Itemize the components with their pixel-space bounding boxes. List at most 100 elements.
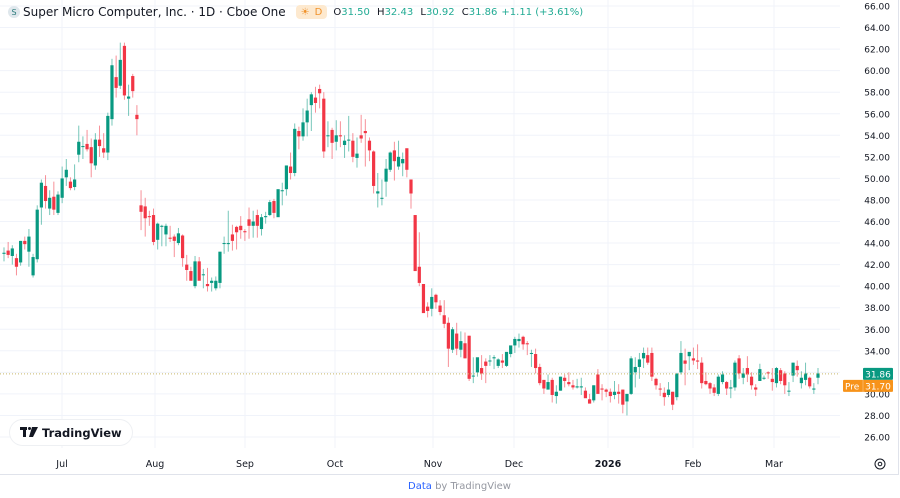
candle-body (97, 139, 102, 147)
candle-body (168, 237, 172, 239)
last-price-tag (863, 367, 893, 380)
time-axis-label: Feb (685, 459, 702, 470)
candle-body (455, 333, 459, 349)
candle-body (85, 143, 89, 150)
candle-body (808, 377, 812, 387)
candle-body (704, 380, 708, 385)
candle-body (766, 372, 770, 374)
candle-body (791, 362, 795, 376)
candle-body (633, 366, 637, 373)
candle-body (172, 236, 176, 241)
price-axis-label: 58.00 (864, 89, 890, 99)
candle-body (608, 391, 612, 397)
candle-body (380, 197, 384, 199)
candle-body (654, 378, 658, 386)
candle-body (280, 190, 284, 192)
candle-body (239, 225, 243, 231)
candle-body (151, 215, 156, 242)
candle-body (384, 168, 388, 182)
candle-body (745, 368, 749, 375)
candle-body (14, 258, 19, 267)
candle-body (201, 274, 205, 276)
candle-body (658, 388, 662, 390)
candle-body (318, 88, 322, 94)
candle-body (754, 387, 758, 390)
candle-body (459, 341, 463, 350)
candle-body (367, 140, 372, 151)
candle-body (126, 96, 131, 99)
footer-attribution: Data by TradingView (408, 481, 511, 492)
candle-body (164, 225, 168, 235)
candle-body (679, 352, 683, 373)
candle-body (733, 362, 737, 388)
candle-body (496, 359, 500, 366)
close-label: C (461, 6, 469, 18)
candle-body (671, 391, 675, 405)
candle-body (583, 390, 588, 399)
time-axis-label: Jul (55, 459, 67, 470)
candle-body (64, 169, 68, 178)
footer-text: by TradingView (431, 481, 511, 492)
candle-body (301, 122, 305, 137)
candle-body (650, 352, 654, 377)
time-axis-label: 2026 (595, 459, 622, 470)
price-axis-label: 64.00 (864, 24, 890, 34)
open-value: 31.50 (341, 6, 370, 18)
candle-body (259, 217, 264, 230)
candle-body (205, 283, 210, 287)
price-axis-label: 26.00 (864, 434, 890, 444)
data-link[interactable]: Data (408, 481, 432, 492)
candle-body (571, 385, 575, 388)
candle-body (513, 338, 517, 346)
candle-body (604, 389, 608, 392)
candle-body (517, 338, 521, 342)
candle-body (143, 206, 147, 219)
candle-body (313, 97, 318, 103)
candle-body (135, 114, 139, 120)
time-axis-label: Dec (505, 459, 523, 470)
candle-body (43, 185, 48, 202)
symbol-title[interactable]: Super Micro Computer, Inc. · 1D · Cboe O… (23, 5, 286, 19)
candle-body (226, 243, 230, 245)
open-label: O (333, 6, 342, 18)
candle-body (758, 369, 762, 381)
price-axis-label: 56.00 (864, 110, 890, 120)
candle-body (662, 392, 666, 398)
gear-icon[interactable] (874, 458, 886, 470)
candle-body (737, 358, 741, 374)
price-axis-label: 42.00 (864, 261, 890, 271)
candle-body (558, 376, 563, 391)
candle-body (521, 336, 525, 345)
chart-frame (0, 0, 899, 475)
price-axis-label: 48.00 (864, 196, 890, 206)
candle-body (691, 358, 696, 361)
session-badge[interactable]: ☀ D (295, 5, 328, 19)
candle-body (27, 236, 31, 252)
tradingview-logo[interactable]: TradingView (10, 420, 132, 445)
candle-body (160, 225, 164, 227)
time-axis-label: Mar (765, 459, 783, 470)
candle-body (716, 376, 720, 394)
candle-body (774, 368, 779, 384)
candle-body (579, 386, 583, 388)
candle-body (60, 178, 64, 198)
gear-icon-center (877, 461, 883, 467)
candle-body (417, 266, 421, 283)
candle-body (218, 251, 222, 283)
candle-body (500, 360, 504, 363)
candle-body (554, 391, 558, 397)
price-axis-label: 28.00 (864, 412, 890, 422)
candle-body (729, 387, 733, 389)
candle-body (787, 390, 791, 392)
candle-body (35, 209, 39, 260)
candle-body (342, 140, 347, 145)
candle-body (139, 205, 143, 212)
candle-body (338, 135, 342, 137)
price-axis-label: 38.00 (864, 304, 890, 314)
candle-body (442, 315, 446, 324)
candle-body (467, 335, 471, 379)
candle-body (396, 156, 401, 167)
candle-body (264, 216, 268, 218)
price-chart[interactable]: 66.00 64.00 62.00 60.00 58.00 56.00 54.00 52.00… (0, 0, 900, 476)
candle-body (131, 76, 135, 92)
